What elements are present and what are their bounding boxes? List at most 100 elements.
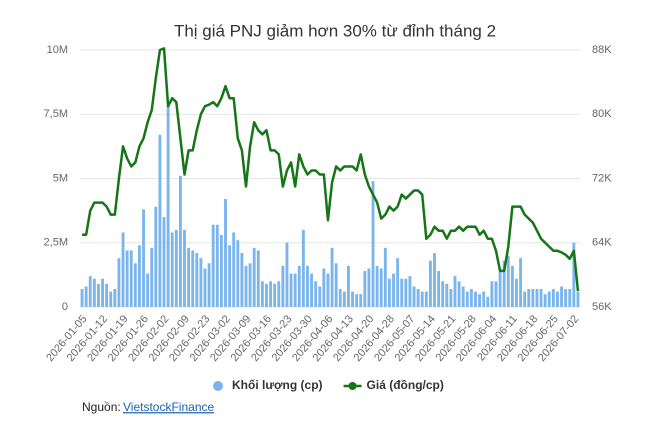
volume-bar bbox=[277, 281, 281, 307]
y2-tick-label: 56K bbox=[592, 301, 612, 313]
volume-bar bbox=[228, 245, 232, 307]
volume-bar bbox=[445, 283, 449, 307]
volume-bar bbox=[117, 258, 121, 307]
volume-bar bbox=[158, 134, 162, 307]
volume-bar bbox=[551, 289, 555, 307]
volume-bar bbox=[244, 265, 248, 307]
volume-bar bbox=[428, 260, 432, 307]
volume-bar bbox=[240, 253, 244, 307]
volume-bar bbox=[260, 281, 264, 307]
volume-bar bbox=[371, 181, 375, 307]
legend-marker bbox=[213, 381, 223, 391]
volume-bar bbox=[535, 289, 539, 307]
volume-bar bbox=[543, 294, 547, 307]
volume-bar bbox=[375, 265, 379, 307]
volume-bar bbox=[474, 291, 477, 307]
volume-bar bbox=[224, 199, 227, 307]
y-tick-label: 10M bbox=[47, 44, 68, 56]
volume-bar bbox=[453, 276, 457, 307]
volume-bar bbox=[465, 291, 469, 307]
volume-bar bbox=[293, 273, 297, 307]
volume-bar bbox=[424, 291, 428, 307]
volume-bar bbox=[363, 271, 367, 307]
volume-bar bbox=[400, 278, 404, 307]
volume-bar bbox=[351, 291, 354, 307]
y-tick-label: 2,5M bbox=[44, 237, 68, 249]
volume-bar bbox=[183, 229, 186, 307]
volume-bar bbox=[547, 291, 551, 307]
volume-bar bbox=[150, 247, 154, 307]
volume-bar bbox=[92, 278, 96, 307]
volume-bar bbox=[84, 286, 88, 307]
volume-bar bbox=[506, 255, 510, 307]
volume-bar bbox=[121, 232, 125, 307]
volume-bar bbox=[219, 235, 223, 307]
chart-title: Thị giá PNJ giảm hơn 30% từ đỉnh tháng 2 bbox=[174, 21, 496, 40]
volume-bar bbox=[412, 286, 416, 307]
volume-bar bbox=[322, 268, 326, 307]
volume-bar bbox=[178, 175, 182, 307]
volume-bar bbox=[207, 263, 211, 307]
volume-bar bbox=[105, 283, 109, 307]
volume-bar bbox=[367, 268, 371, 307]
volume-bar bbox=[314, 281, 318, 307]
volume-bar bbox=[142, 209, 145, 307]
volume-bar bbox=[125, 250, 129, 307]
volume-bar bbox=[392, 273, 395, 307]
volume-bar bbox=[129, 250, 133, 307]
volume-bar bbox=[355, 294, 359, 307]
volume-bar bbox=[568, 289, 572, 307]
volume-bar bbox=[330, 247, 334, 307]
price-line bbox=[82, 47, 580, 292]
volume-bar bbox=[347, 265, 350, 307]
volume-bar bbox=[564, 289, 568, 307]
volume-bar bbox=[273, 283, 277, 307]
volume-bar bbox=[113, 289, 117, 307]
volume-bar bbox=[310, 273, 313, 307]
volume-bar bbox=[416, 289, 420, 307]
volume-bar bbox=[285, 242, 289, 307]
y2-tick-label: 80K bbox=[592, 108, 612, 120]
volume-bar bbox=[441, 281, 445, 307]
volume-bar bbox=[359, 294, 363, 307]
volume-bar bbox=[318, 286, 322, 307]
volume-bar bbox=[519, 258, 523, 307]
y-tick-label: 5M bbox=[53, 172, 68, 184]
volume-bar bbox=[281, 265, 285, 307]
volume-bar bbox=[482, 291, 486, 307]
volume-bar bbox=[133, 263, 137, 307]
volume-bar bbox=[383, 247, 387, 307]
volume-bar bbox=[162, 217, 166, 307]
source-link[interactable]: VietstockFinance bbox=[123, 400, 214, 414]
volume-bar bbox=[334, 263, 338, 307]
volume-bar bbox=[338, 289, 342, 307]
volume-bar bbox=[297, 265, 301, 307]
volume-bar bbox=[342, 291, 346, 307]
y2-tick-label: 72K bbox=[592, 172, 612, 184]
volume-bar bbox=[523, 291, 527, 307]
volume-bar bbox=[556, 291, 559, 307]
volume-bar bbox=[457, 281, 461, 307]
volume-bar bbox=[256, 250, 260, 307]
volume-bar bbox=[236, 240, 240, 307]
volume-bar bbox=[437, 271, 441, 307]
volume-bar bbox=[531, 289, 535, 307]
volume-bar bbox=[289, 273, 293, 307]
volume-bar bbox=[449, 289, 453, 307]
volume-bar bbox=[510, 265, 514, 307]
volume-bar bbox=[486, 296, 490, 307]
volume-bar bbox=[494, 281, 498, 307]
y-tick-label: 7,5M bbox=[44, 108, 68, 120]
volume-bar bbox=[252, 247, 256, 307]
volume-bar bbox=[515, 278, 518, 307]
volume-bar bbox=[174, 229, 178, 307]
volume-bar bbox=[433, 253, 436, 307]
volume-bar bbox=[490, 281, 494, 307]
volume-bar bbox=[215, 224, 219, 307]
volume-bar bbox=[572, 242, 576, 307]
volume-bar bbox=[498, 271, 502, 307]
volume-bar bbox=[576, 291, 580, 307]
